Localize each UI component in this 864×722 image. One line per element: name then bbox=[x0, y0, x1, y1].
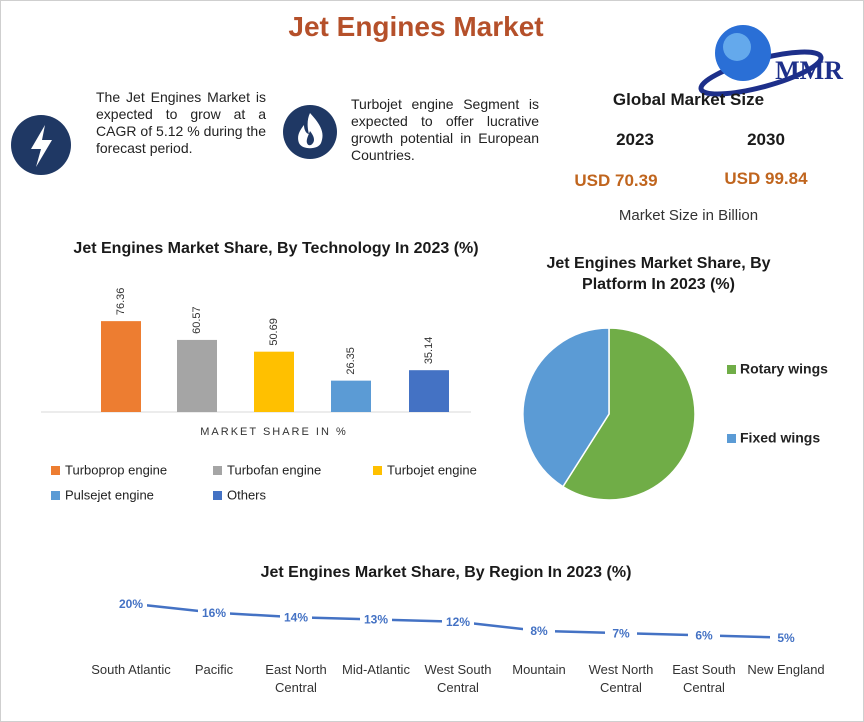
bar bbox=[331, 380, 371, 412]
x-tick-label: West South Central bbox=[424, 662, 492, 695]
legend-swatch bbox=[213, 466, 222, 475]
bar bbox=[101, 321, 141, 412]
data-label: 50.69 bbox=[268, 318, 280, 346]
data-label: 13% bbox=[364, 613, 388, 627]
lightning-icon bbox=[11, 115, 71, 175]
bar bbox=[409, 370, 449, 412]
flame-icon bbox=[283, 105, 337, 159]
data-label: 7% bbox=[612, 626, 630, 640]
legend-swatch bbox=[727, 365, 736, 374]
label-bg bbox=[115, 595, 147, 612]
x-tick-label: East North Central bbox=[265, 662, 327, 695]
data-label: 16% bbox=[202, 606, 226, 620]
legend-swatch bbox=[51, 491, 60, 500]
x-tick-label: South Atlantic bbox=[91, 662, 171, 677]
legend-swatch bbox=[373, 466, 382, 475]
year: 2030 bbox=[747, 130, 785, 149]
bar bbox=[177, 339, 217, 412]
pie-slice bbox=[522, 327, 610, 488]
label-bg bbox=[198, 604, 230, 621]
legend-swatch bbox=[51, 466, 60, 475]
pie-slice bbox=[561, 327, 696, 501]
legend-label: Pulsejet engine bbox=[65, 487, 154, 502]
data-label: 5% bbox=[777, 631, 795, 645]
label-bg bbox=[442, 613, 474, 630]
legend-swatch bbox=[213, 491, 222, 500]
label-bg bbox=[605, 625, 637, 642]
logo-text: MMR bbox=[775, 56, 843, 85]
data-label: 76.36 bbox=[115, 288, 127, 316]
legend-label: Turbofan engine bbox=[227, 462, 321, 477]
page-title: Jet Engines Market bbox=[288, 11, 544, 42]
label-bg bbox=[770, 629, 802, 646]
x-tick-label: Mid-Atlantic bbox=[342, 662, 410, 677]
data-label: 14% bbox=[284, 610, 308, 624]
market-value: USD 99.84 bbox=[724, 169, 808, 188]
info-text: The Jet Engines Market is expected to gr… bbox=[96, 89, 266, 156]
legend-swatch bbox=[727, 434, 736, 443]
legend-label: Rotary wings bbox=[740, 361, 828, 377]
chart-title: Jet Engines Market Share, By Platform In… bbox=[546, 255, 771, 293]
data-label: 8% bbox=[530, 624, 548, 638]
data-label: 60.57 bbox=[191, 306, 203, 334]
market-value: USD 70.39 bbox=[574, 171, 658, 190]
data-label: 35.14 bbox=[423, 337, 435, 365]
data-label: 26.35 bbox=[345, 347, 357, 375]
year: 2023 bbox=[616, 130, 654, 149]
label-bg bbox=[688, 627, 720, 644]
x-tick-label: New England bbox=[747, 662, 825, 677]
x-tick-label: Mountain bbox=[512, 662, 566, 677]
data-label: 12% bbox=[446, 615, 470, 629]
legend-label: Others bbox=[227, 487, 267, 502]
legend-label: Fixed wings bbox=[740, 430, 820, 446]
chart-title: Jet Engines Market Share, By Region In 2… bbox=[260, 564, 632, 581]
x-tick-label: East South Central bbox=[672, 662, 736, 695]
legend-label: Turboprop engine bbox=[65, 462, 167, 477]
legend-label: Turbojet engine bbox=[387, 462, 477, 477]
market-size-title: Global Market Size bbox=[612, 90, 765, 109]
data-label: 6% bbox=[695, 629, 713, 643]
info-text: Turbojet engine Segment is expected to o… bbox=[351, 96, 539, 163]
label-bg bbox=[280, 609, 312, 626]
chart-title: Jet Engines Market Share, By Technology … bbox=[73, 240, 479, 257]
bar bbox=[254, 351, 294, 412]
label-bg bbox=[523, 622, 555, 639]
x-tick-label: West North Central bbox=[588, 662, 654, 695]
logo: MMR bbox=[698, 25, 843, 97]
x-tick-label: Pacific bbox=[194, 662, 234, 677]
data-label: 20% bbox=[119, 597, 143, 611]
label-bg bbox=[360, 611, 392, 628]
market-size-note: Market Size in Billion bbox=[618, 207, 759, 224]
x-axis-label: MARKET SHARE IN % bbox=[200, 426, 348, 438]
